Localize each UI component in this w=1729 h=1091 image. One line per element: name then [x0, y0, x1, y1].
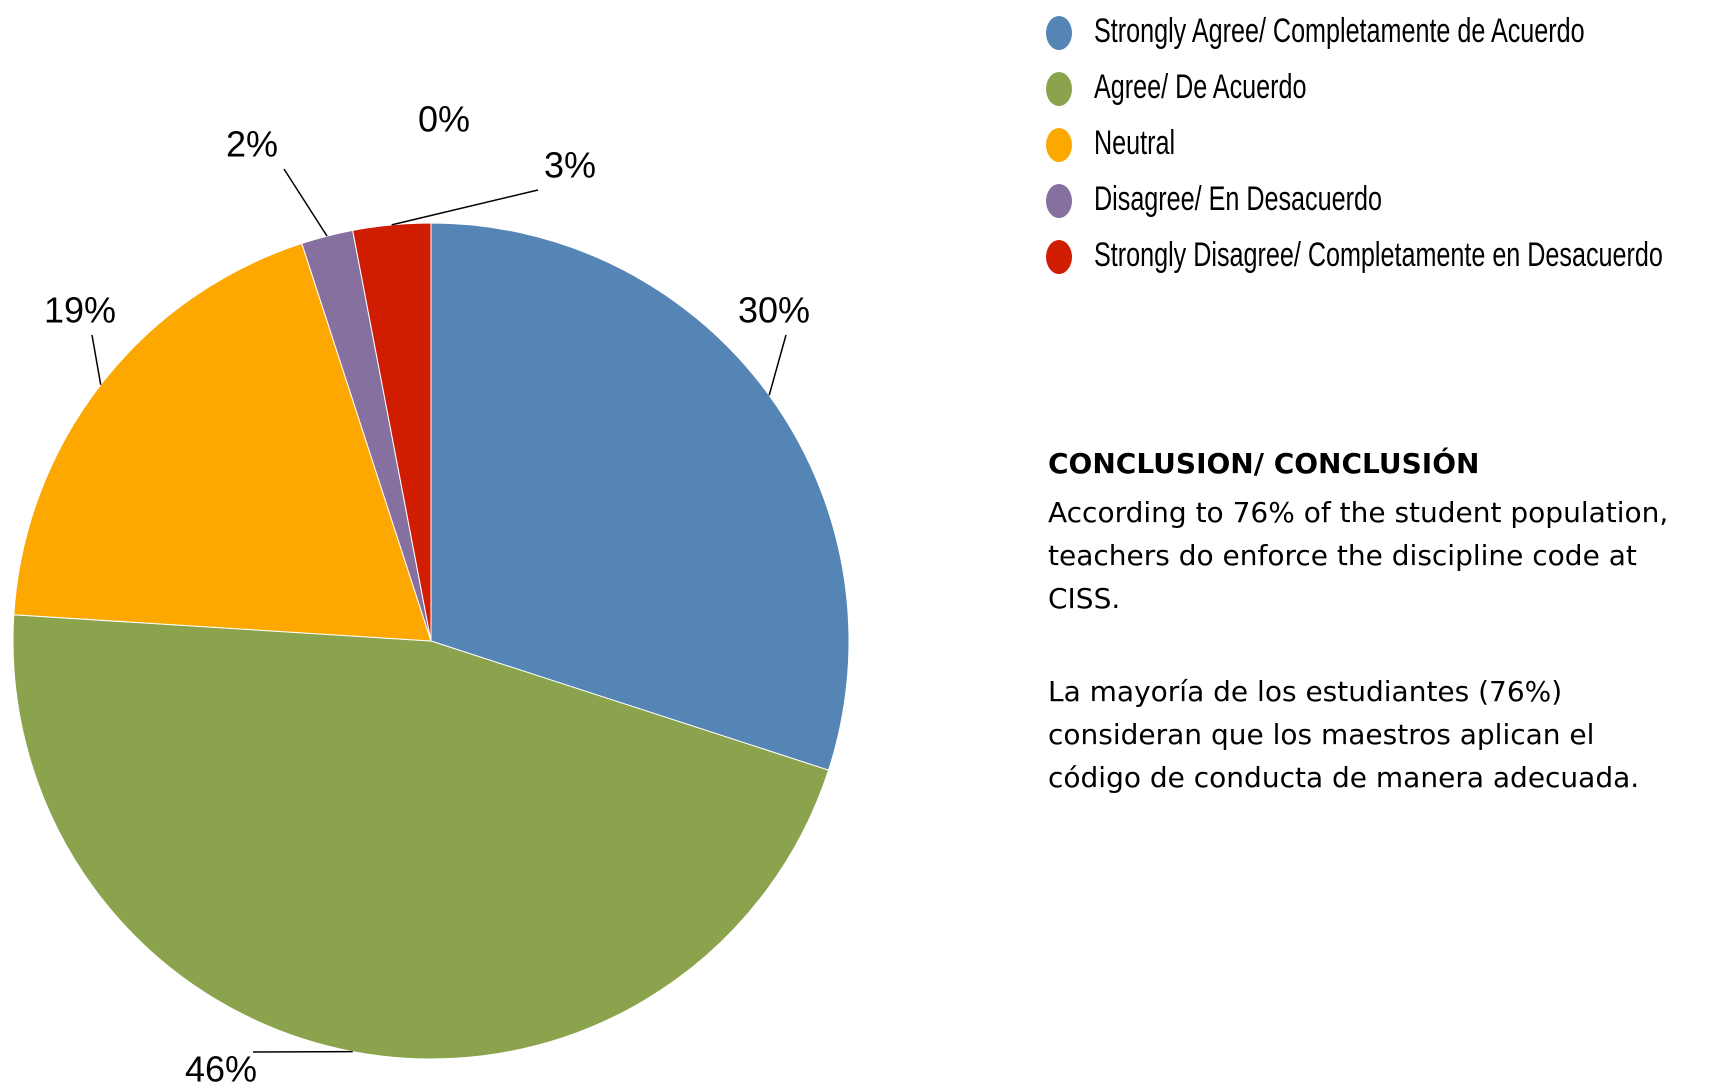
legend: Strongly Agree/ Completamente de Acuerdo… — [1094, 12, 1663, 274]
legend-label: Disagree/ En Desacuerdo — [1094, 180, 1382, 218]
conclusion-line: According to 76% of the student populati… — [1048, 496, 1668, 529]
conclusion-line: código de conducta de manera adecuada. — [1048, 761, 1639, 794]
conclusion-heading: CONCLUSION/ CONCLUSIÓN — [1048, 446, 1479, 480]
leader-line — [91, 334, 102, 385]
pie-slice — [352, 222, 432, 642]
data-label: 3% — [544, 145, 596, 186]
conclusion-line: teachers do enforce the discipline code … — [1048, 539, 1637, 572]
data-label: 0% — [418, 99, 470, 140]
pie-slice — [12, 614, 830, 1060]
legend-marker — [1046, 240, 1072, 274]
conclusion-line: consideran que los maestros aplican el — [1048, 718, 1594, 751]
legend-label: Neutral — [1094, 124, 1175, 162]
conclusion-line: La mayoría de los estudiantes (76%) — [1048, 675, 1562, 708]
data-label: 19% — [44, 290, 116, 331]
legend-marker — [1046, 72, 1072, 106]
legend-label: Strongly Disagree/ Completamente en Desa… — [1094, 236, 1663, 274]
legend-marker — [1046, 184, 1072, 218]
legend-marker — [1046, 16, 1072, 50]
legend-label: Agree/ De Acuerdo — [1094, 68, 1306, 106]
pie-slice — [430, 222, 850, 771]
data-label: 46% — [185, 1049, 257, 1090]
leader-line — [768, 334, 787, 396]
legend-label: Strongly Agree/ Completamente de Acuerdo — [1094, 12, 1585, 50]
legend-marker — [1046, 128, 1072, 162]
leader-line — [391, 189, 539, 226]
conclusion-line: CISS. — [1048, 582, 1120, 615]
data-label: 30% — [738, 290, 810, 331]
data-label: 2% — [226, 124, 278, 165]
leader-line — [283, 168, 328, 237]
